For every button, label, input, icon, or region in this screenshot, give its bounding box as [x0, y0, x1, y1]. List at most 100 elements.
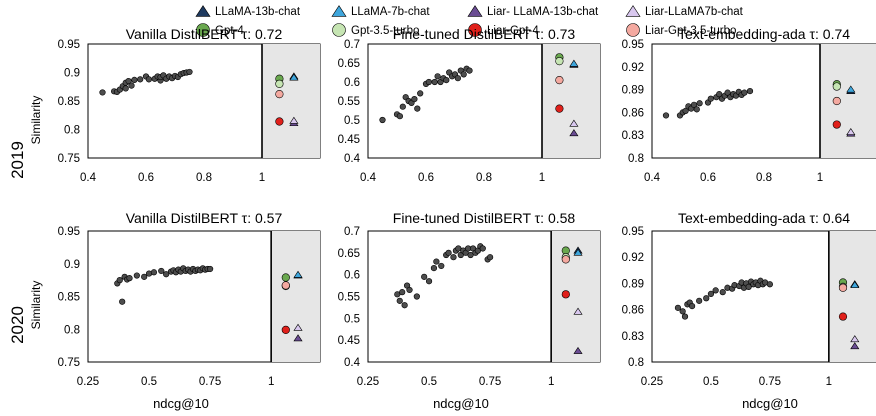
scatter-point [401, 302, 408, 309]
chart-panel-4: Vanilla DistilBERT τ: 0.57 0.75 0.8 0.85 0.9… [58, 210, 321, 388]
x-tick-label: 0.25 [357, 376, 379, 388]
x-axis-label-panel-5: ndcg@10 [433, 396, 489, 411]
x-tick-label: 0.8 [196, 172, 212, 184]
x-tick-label: 0.4 [644, 172, 661, 184]
scatter-point [150, 269, 158, 276]
llm-shaded-region [271, 231, 320, 362]
scatter-point [207, 265, 214, 273]
y-tick-label: 0.92 [622, 252, 644, 264]
scatter-point [431, 78, 438, 86]
llm-shaded-region [262, 44, 320, 158]
scatter-point [430, 265, 438, 272]
scatter-point [443, 76, 450, 84]
scatter-point [99, 89, 106, 96]
scatter-point [411, 95, 418, 103]
legend-label-llama-7b-chat: LLaMA-7b-chat [351, 6, 430, 18]
y-axis-label-row1: Similarity [29, 96, 43, 145]
x-tick-label: 0.25 [641, 376, 663, 388]
legend-label-liar-llama-13b-chat: Liar- LLaMA-13b-chat [487, 6, 599, 18]
x-tick-label: 0.4 [80, 172, 97, 184]
llm-point-llama-7b-chat [289, 73, 299, 81]
x-tick-label: 1 [539, 172, 545, 184]
scatter-point [133, 272, 140, 279]
scatter-point [122, 85, 129, 92]
scatter-point [158, 267, 165, 275]
scatter-point [414, 105, 421, 112]
legend-marker-liar-gpt-3-5-turbo [626, 23, 640, 37]
llm-point-liar-llama7b-chat [289, 116, 299, 124]
y-tick-label: 0.75 [58, 153, 80, 165]
y-axis-label-row2: Similarity [29, 281, 43, 330]
x-tick-label: 1 [817, 172, 823, 184]
scatter-point [445, 249, 452, 256]
llm-point-liar-gpt-4 [555, 104, 564, 113]
llm-point-liar-gpt-4 [838, 312, 848, 321]
scatter-point [479, 245, 486, 252]
scatter-point [712, 287, 719, 294]
scatter-point [688, 303, 696, 310]
llm-point-liar-llama-13b-chat [569, 129, 579, 137]
scatter-point [145, 76, 152, 83]
llm-point-liar-gpt-3-5-turbo [555, 75, 564, 85]
scatter-point [131, 76, 138, 84]
scatter-point [460, 71, 467, 78]
scatter-point [454, 75, 462, 82]
x-tick-label: 0.5 [703, 376, 719, 388]
scatter-point [434, 73, 441, 80]
x-tick-label: 0.8 [476, 172, 492, 184]
scatter-point [741, 89, 748, 96]
legend-marker-llama-7b-chat [331, 5, 347, 17]
scatter-point [137, 76, 144, 83]
x-tick-label: 0.25 [77, 376, 99, 388]
panel-title: Text-embedding-ada τ: 0.64 [678, 210, 850, 226]
scatter-point [682, 107, 689, 114]
llm-point-liar-llama7b-chat [293, 323, 303, 331]
llm-point-liar-gpt-3-5-turbo [832, 96, 841, 106]
scatter-point [119, 298, 126, 305]
y-tick-label: 0.95 [622, 226, 644, 238]
scatter-point [433, 258, 440, 265]
legend-label-liar-gpt-4: Liar-Gpt-4 [487, 25, 539, 37]
y-tick-label: 0.65 [338, 58, 360, 70]
y-tick-label: 0.45 [338, 134, 360, 146]
llm-point-gpt-3-5-turbo [275, 79, 284, 88]
scatter-point [399, 103, 406, 110]
scatter-point [716, 91, 723, 98]
llm-point-llama-7b-chat [850, 280, 860, 288]
llm-point-liar-llama-13b-chat [573, 346, 583, 354]
y-tick-label: 0.95 [58, 39, 80, 51]
x-tick-label: 0.75 [759, 376, 781, 388]
panel-title: Fine-tuned DistilBERT τ: 0.73 [393, 26, 576, 42]
y-tick-label: 0.86 [622, 305, 644, 317]
y-tick-label: 0.45 [338, 335, 360, 347]
y-tick-label: 0.4 [344, 153, 361, 165]
chart-panel-5: Fine-tuned DistilBERT τ: 0.58 0.4 0.45 0.5 0… [338, 210, 601, 388]
scatter-point [766, 281, 773, 288]
y-tick-label: 0.85 [58, 96, 80, 108]
scatter-point [696, 297, 703, 304]
y-tick-label: 0.86 [622, 107, 644, 119]
llm-point-liar-gpt-3-5-turbo [281, 281, 290, 290]
llm-point-llama-7b-chat [573, 248, 583, 256]
y-tick-label: 0.6 [344, 270, 360, 282]
scatter-point [662, 112, 670, 119]
legend-label-gpt-4: Gpt-4 [215, 25, 244, 37]
scatter-point [690, 101, 698, 108]
y-tick-label: 0.55 [338, 292, 360, 304]
x-tick-label: 0.6 [700, 172, 716, 184]
scatter-point [707, 290, 715, 297]
x-axis-label-panel-6: ndcg@10 [742, 396, 798, 411]
x-tick-label: 0.5 [421, 376, 437, 388]
llm-point-liar-llama-13b-chat [293, 334, 303, 342]
scatter-point [406, 286, 413, 294]
scatter-point [417, 90, 424, 97]
x-tick-label: 1 [259, 172, 265, 184]
scatter-point [186, 68, 193, 76]
legend-marker-gpt-3-5-turbo [332, 23, 346, 37]
y-tick-label: 0.89 [622, 85, 644, 97]
llm-point-llama-7b-chat [569, 59, 579, 67]
y-tick-label: 0.8 [64, 125, 80, 137]
x-tick-label: 1 [548, 376, 554, 388]
x-tick-label: 0.4 [360, 172, 377, 184]
scatter-point [379, 116, 386, 124]
